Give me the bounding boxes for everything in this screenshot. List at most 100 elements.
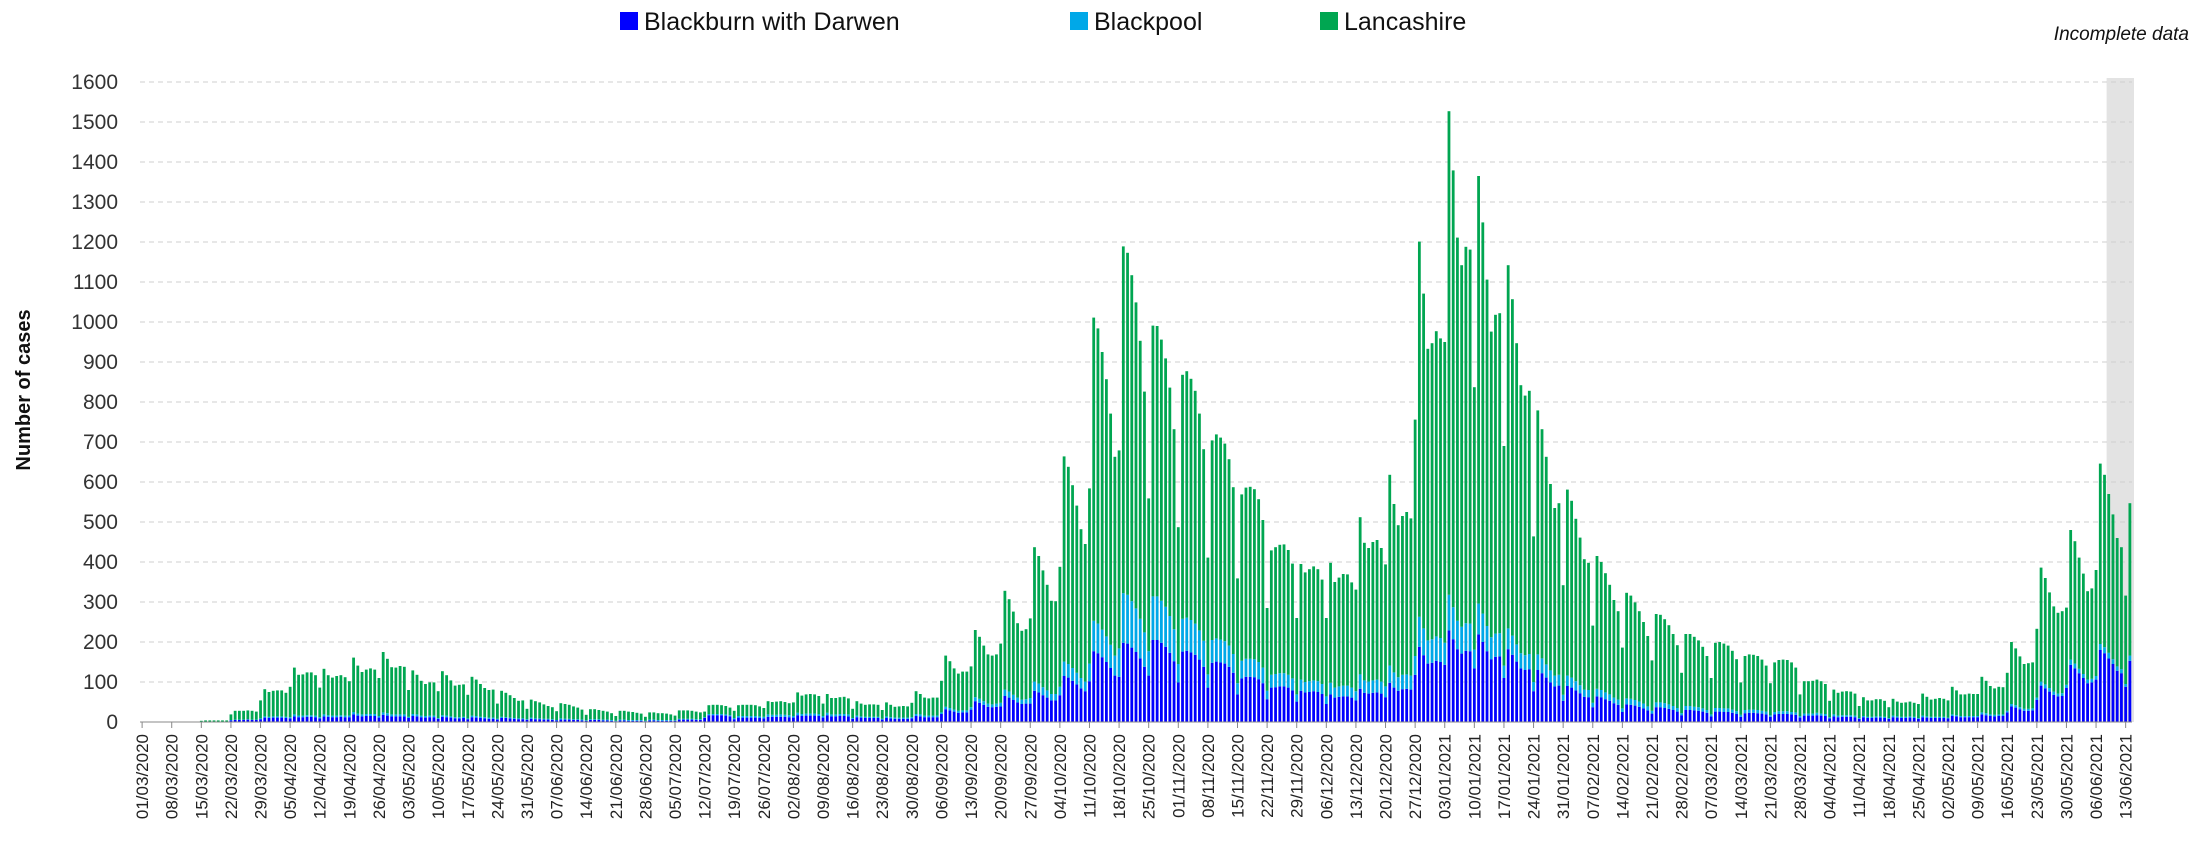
bar-segment: [1519, 385, 1522, 653]
bar-segment: [1270, 688, 1273, 722]
bar-segment: [830, 698, 833, 714]
x-tick-label: 06/09/2020: [932, 734, 951, 819]
bar-segment: [2052, 606, 2055, 691]
bar-segment: [1625, 698, 1628, 704]
bar-segment: [1574, 681, 1577, 690]
bar-segment: [1371, 693, 1374, 722]
bar-segment: [327, 675, 330, 715]
bar-segment: [1938, 717, 1941, 718]
bar-segment: [2027, 663, 2030, 709]
x-tick-label: 19/04/2020: [340, 734, 359, 819]
bar-segment: [424, 684, 427, 716]
bar-segment: [1016, 698, 1019, 703]
bar-segment: [517, 701, 520, 719]
bar-segment: [1092, 621, 1095, 651]
bar-segment: [1591, 703, 1594, 707]
bar-segment: [1871, 717, 1874, 718]
bar-segment: [340, 715, 343, 717]
bar-segment: [661, 720, 664, 721]
bar-segment: [526, 719, 529, 720]
bar-segment: [1460, 654, 1463, 722]
bar-segment: [978, 637, 981, 699]
bar-segment: [699, 719, 702, 720]
bar-segment: [1786, 714, 1789, 722]
bar-segment: [1190, 620, 1193, 652]
bar-segment: [1980, 677, 1983, 713]
bar-segment: [1511, 655, 1514, 722]
bar-segment: [1739, 717, 1742, 722]
bar-segment: [1029, 618, 1032, 698]
bar-segment: [839, 714, 842, 716]
bar-segment: [314, 675, 317, 715]
bar-segment: [1587, 563, 1590, 690]
bar-segment: [1042, 687, 1045, 695]
bar-segment: [1152, 326, 1155, 597]
bar-segment: [1046, 690, 1049, 697]
bar-segment: [1748, 710, 1751, 713]
bar-segment: [758, 716, 761, 718]
bar-segment: [2002, 714, 2005, 716]
bar-segment: [1435, 636, 1438, 660]
bar-segment: [2019, 709, 2022, 722]
bar-segment: [2116, 666, 2119, 670]
bar-segment: [953, 668, 956, 709]
bar-segment: [1947, 718, 1950, 722]
bar-segment: [1849, 717, 1852, 722]
bar-segment: [1156, 640, 1159, 722]
y-tick-label: 1100: [73, 271, 118, 294]
bar-segment: [691, 719, 694, 720]
bar-segment: [2074, 668, 2077, 722]
bar-segment: [809, 716, 812, 722]
bar-segment: [2035, 700, 2038, 722]
bar-segment: [217, 720, 220, 721]
x-tick-label: 27/09/2020: [1021, 734, 1040, 819]
bar-segment: [1959, 717, 1962, 722]
bar-segment: [2107, 653, 2110, 659]
bar-segment: [564, 719, 567, 720]
bar-segment: [1426, 664, 1429, 722]
bar-segment: [822, 718, 825, 722]
bar-segment: [1443, 665, 1446, 722]
bar-segment: [957, 674, 960, 711]
bar-segment: [1105, 379, 1108, 636]
bar-segment: [906, 718, 909, 719]
bar-segment: [2103, 653, 2106, 722]
bar-segment: [2112, 664, 2115, 722]
y-axis-label: Number of cases: [13, 309, 35, 470]
bar-segment: [1363, 693, 1366, 722]
bar-segment: [2035, 698, 2038, 700]
bar-segment: [1321, 694, 1324, 722]
bar-segment: [1634, 706, 1637, 722]
bar-segment: [1498, 633, 1501, 656]
bar-segment: [1722, 708, 1725, 712]
bar-segment: [462, 718, 465, 722]
bar-segment: [944, 709, 947, 722]
bar-segment: [496, 719, 499, 720]
bar-segment: [445, 717, 448, 722]
bar-segment: [331, 717, 334, 722]
bar-segment: [1642, 704, 1645, 709]
bar-segment: [1925, 716, 1928, 717]
x-tick-label: 17/05/2020: [459, 734, 478, 819]
bar-segment: [1579, 685, 1582, 693]
x-tick-label: 14/02/2021: [1613, 734, 1632, 819]
bar-segment: [1456, 621, 1459, 649]
bar-segment: [1228, 646, 1231, 667]
bar-segment: [965, 710, 968, 712]
bar-segment: [902, 718, 905, 719]
bar-segment: [496, 704, 499, 719]
bar-segment: [1088, 488, 1091, 663]
bar-segment: [555, 711, 558, 720]
bar-segment: [526, 709, 529, 719]
bar-segment: [356, 716, 359, 722]
bar-segment: [2006, 712, 2009, 722]
bar-segment: [2065, 608, 2068, 685]
bar-segment: [564, 704, 567, 719]
bar-segment: [1638, 707, 1641, 722]
bar-segment: [1338, 578, 1341, 687]
bar-segment: [1426, 349, 1429, 641]
y-tick-label: 300: [83, 591, 118, 614]
legend-swatch: [620, 12, 638, 30]
bar-segment: [1574, 519, 1577, 681]
bar-segment: [1054, 700, 1057, 722]
